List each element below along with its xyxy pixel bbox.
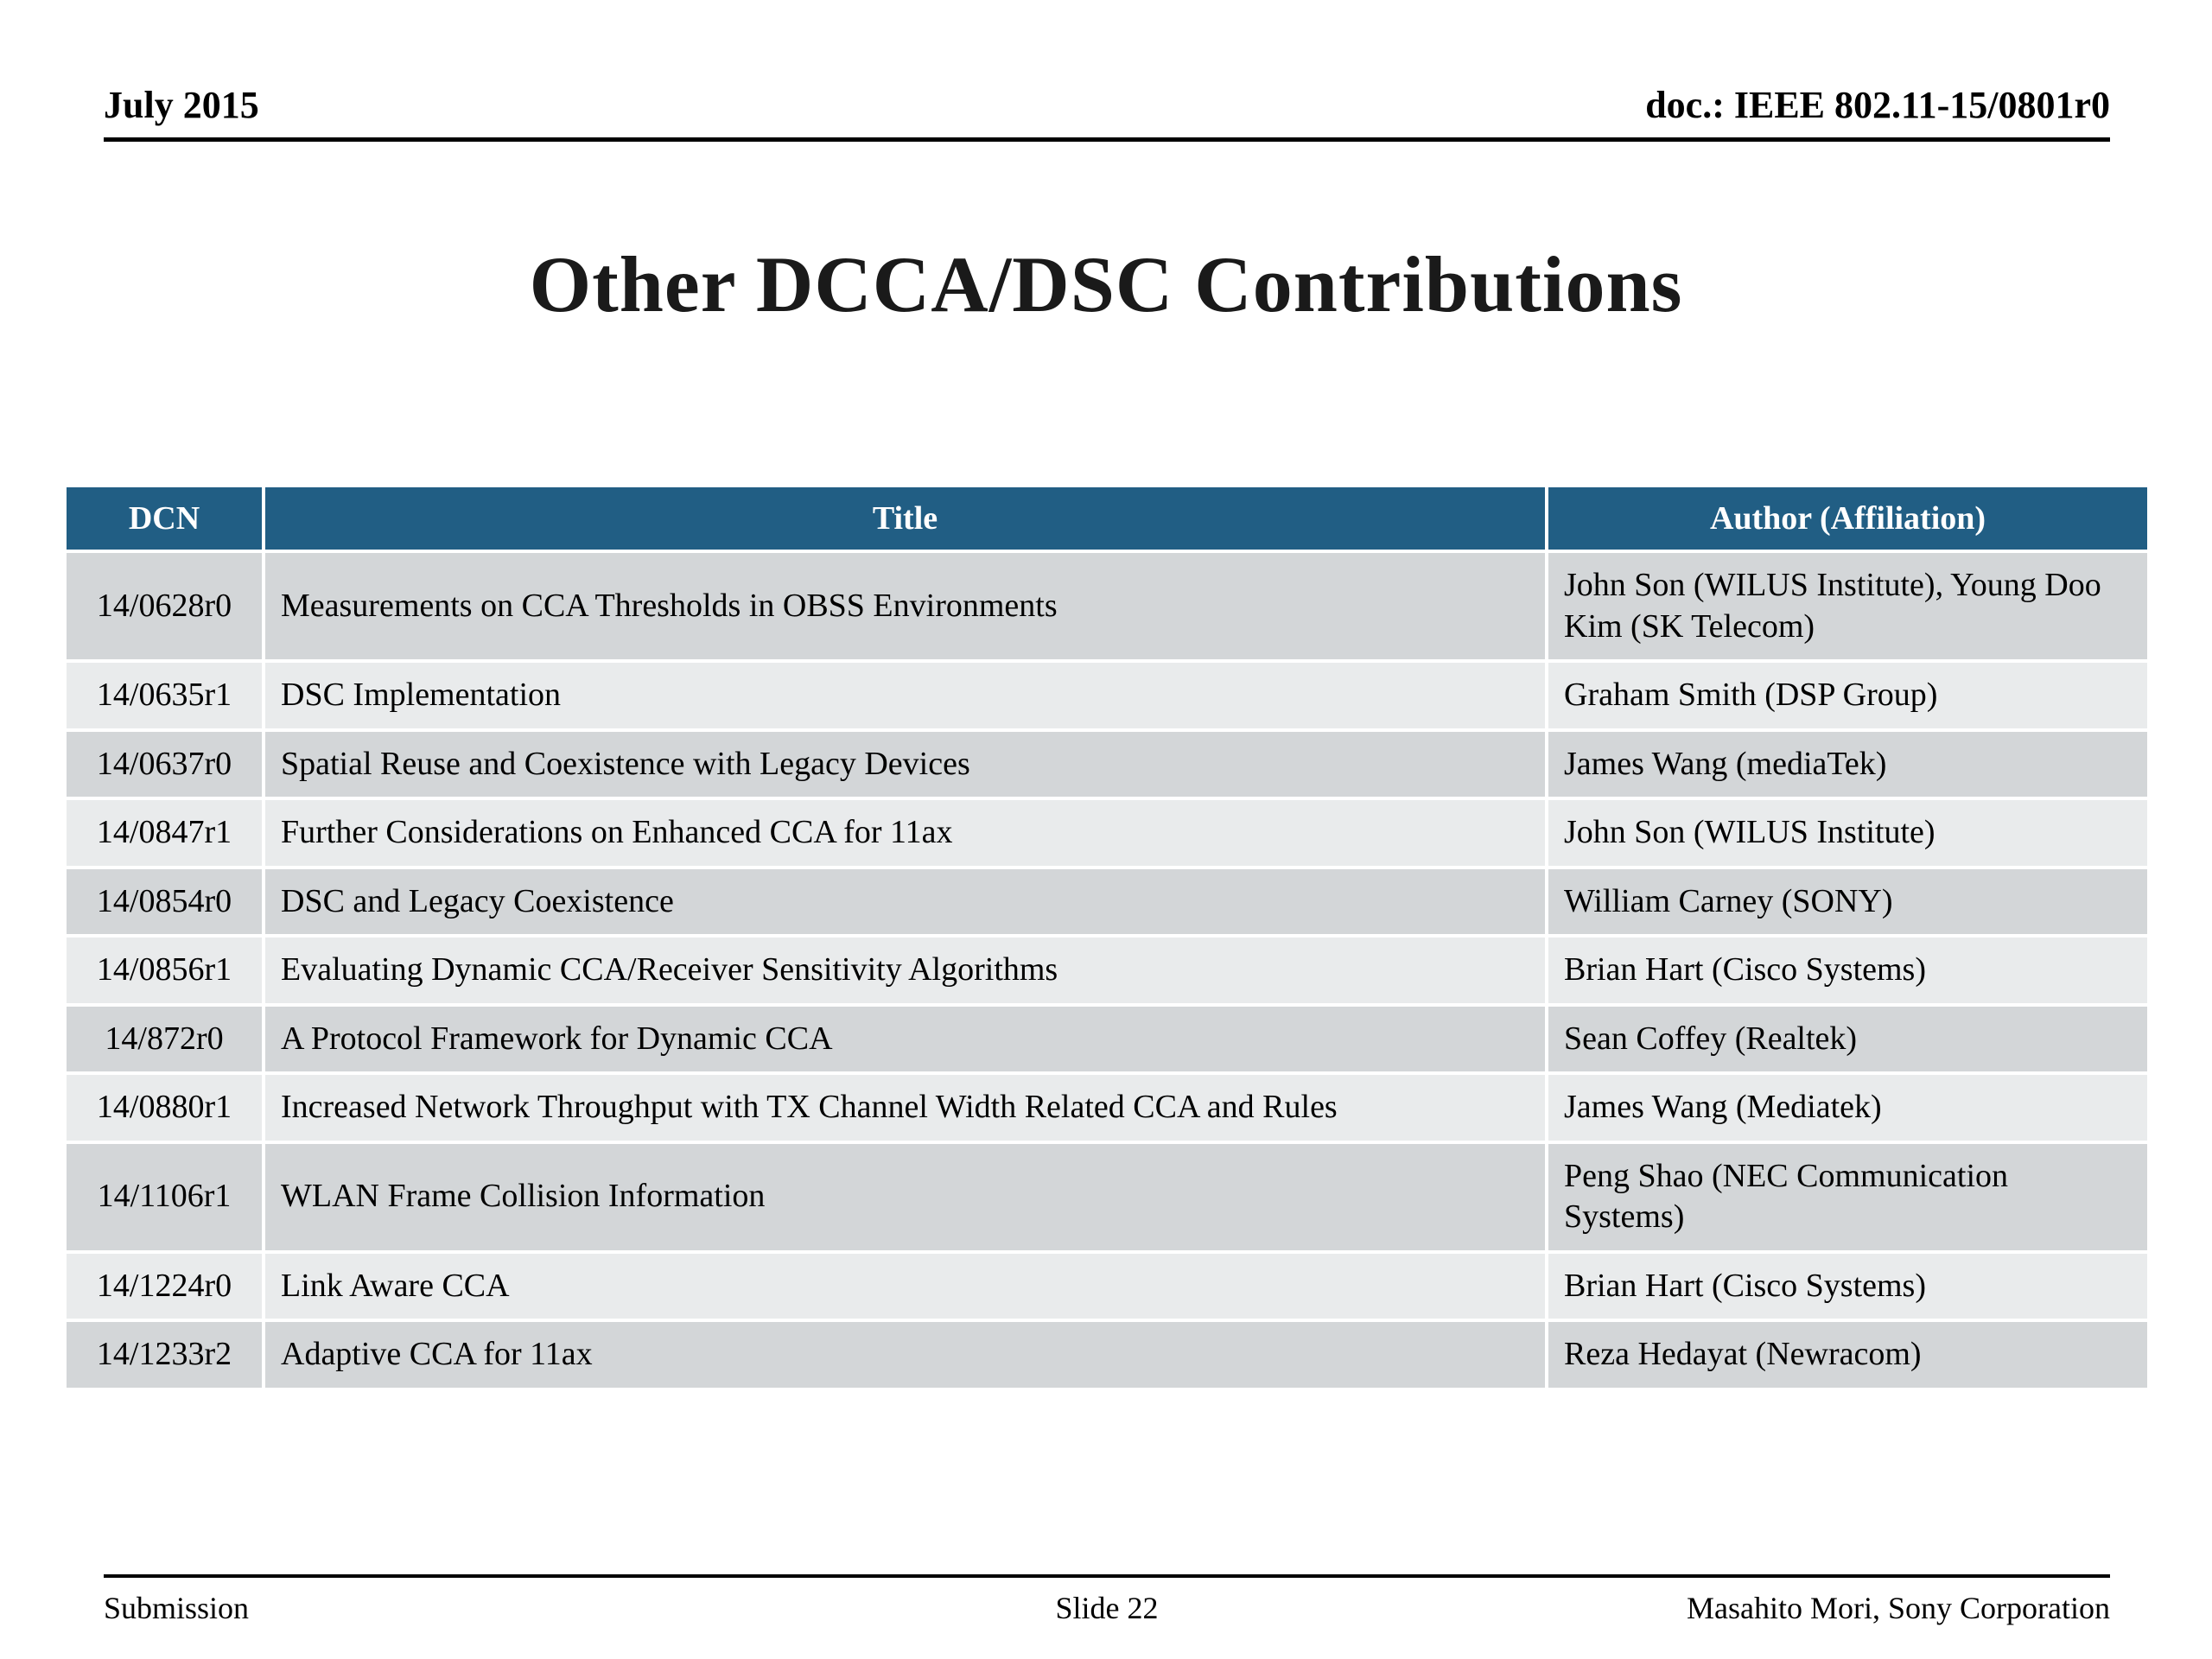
cell-author: Sean Coffey (Realtek) [1545, 1002, 2151, 1075]
cell-author: Reza Hedayat (Newracom) [1545, 1319, 2151, 1391]
cell-dcn: 14/1233r2 [63, 1319, 265, 1391]
cell-author: William Carney (SONY) [1545, 865, 2151, 938]
cell-dcn: 14/0628r0 [63, 550, 265, 663]
cell-title: Evaluating Dynamic CCA/Receiver Sensitiv… [262, 934, 1548, 1007]
cell-dcn: 14/0847r1 [63, 797, 265, 869]
footer-submission: Submission [104, 1591, 250, 1625]
cell-title: Further Considerations on Enhanced CCA f… [262, 797, 1548, 869]
column-header-dcn: DCN [63, 484, 265, 553]
table-row: 14/1224r0 Link Aware CCA Brian Hart (Cis… [63, 1249, 2151, 1322]
cell-title: Spatial Reuse and Coexistence with Legac… [262, 728, 1548, 800]
cell-author: John Son (WILUS Institute), Young Doo Ki… [1545, 550, 2151, 663]
table-row: 14/0854r0 DSC and Legacy Coexistence Wil… [63, 865, 2151, 938]
cell-author: James Wang (Mediatek) [1545, 1071, 2151, 1144]
page-title: Other DCCA/DSC Contributions [529, 240, 1683, 328]
cell-dcn: 14/0856r1 [63, 934, 265, 1007]
cell-title: Increased Network Throughput with TX Cha… [262, 1071, 1548, 1144]
cell-title: A Protocol Framework for Dynamic CCA [262, 1002, 1548, 1075]
cell-dcn: 14/0854r0 [63, 865, 265, 938]
cell-author: Brian Hart (Cisco Systems) [1545, 934, 2151, 1007]
cell-author: John Son (WILUS Institute) [1545, 797, 2151, 869]
cell-title: Adaptive CCA for 11ax [262, 1319, 1548, 1391]
slide-header: July 2015 doc.: IEEE 802.11-15/0801r0 [104, 83, 2110, 142]
column-header-title: Title [262, 484, 1548, 553]
cell-dcn: 14/1224r0 [63, 1249, 265, 1322]
table-row: 14/0628r0 Measurements on CCA Thresholds… [63, 550, 2151, 663]
cell-title: Measurements on CCA Thresholds in OBSS E… [262, 550, 1548, 663]
cell-author: James Wang (mediaTek) [1545, 728, 2151, 800]
cell-dcn: 14/0635r1 [63, 659, 265, 732]
table-row: 14/1106r1 WLAN Frame Collision Informati… [63, 1140, 2151, 1254]
table-row: 14/872r0 A Protocol Framework for Dynami… [63, 1002, 2151, 1075]
table-row: 14/0637r0 Spatial Reuse and Coexistence … [63, 728, 2151, 800]
column-header-author: Author (Affiliation) [1545, 484, 2151, 553]
cell-title: DSC and Legacy Coexistence [262, 865, 1548, 938]
cell-dcn: 14/0880r1 [63, 1071, 265, 1144]
cell-author: Graham Smith (DSP Group) [1545, 659, 2151, 732]
cell-author: Brian Hart (Cisco Systems) [1545, 1249, 2151, 1322]
doc-number: doc.: IEEE 802.11-15/0801r0 [1645, 84, 2110, 126]
cell-title: WLAN Frame Collision Information [262, 1140, 1548, 1254]
cell-author: Peng Shao (NEC Communication Systems) [1545, 1140, 2151, 1254]
table-row: 14/0847r1 Further Considerations on Enha… [63, 797, 2151, 869]
cell-title: Link Aware CCA [262, 1249, 1548, 1322]
slide-date: July 2015 [104, 84, 259, 126]
contributions-table: DCN Title Author (Affiliation) 14/0628r0… [63, 484, 2151, 1391]
table-row: 14/0635r1 DSC Implementation Graham Smit… [63, 659, 2151, 732]
table-row: 14/0856r1 Evaluating Dynamic CCA/Receive… [63, 934, 2151, 1007]
slide-footer: Submission Slide 22 Masahito Mori, Sony … [104, 1574, 2110, 1626]
footer-slide-number: Slide 22 [1055, 1591, 1159, 1625]
table-header-row: DCN Title Author (Affiliation) [63, 484, 2151, 553]
cell-dcn: 14/872r0 [63, 1002, 265, 1075]
cell-title: DSC Implementation [262, 659, 1548, 732]
footer-author: Masahito Mori, Sony Corporation [1687, 1591, 2110, 1625]
cell-dcn: 14/1106r1 [63, 1140, 265, 1254]
cell-dcn: 14/0637r0 [63, 728, 265, 800]
table-row: 14/1233r2 Adaptive CCA for 11ax Reza Hed… [63, 1319, 2151, 1391]
table-row: 14/0880r1 Increased Network Throughput w… [63, 1071, 2151, 1144]
